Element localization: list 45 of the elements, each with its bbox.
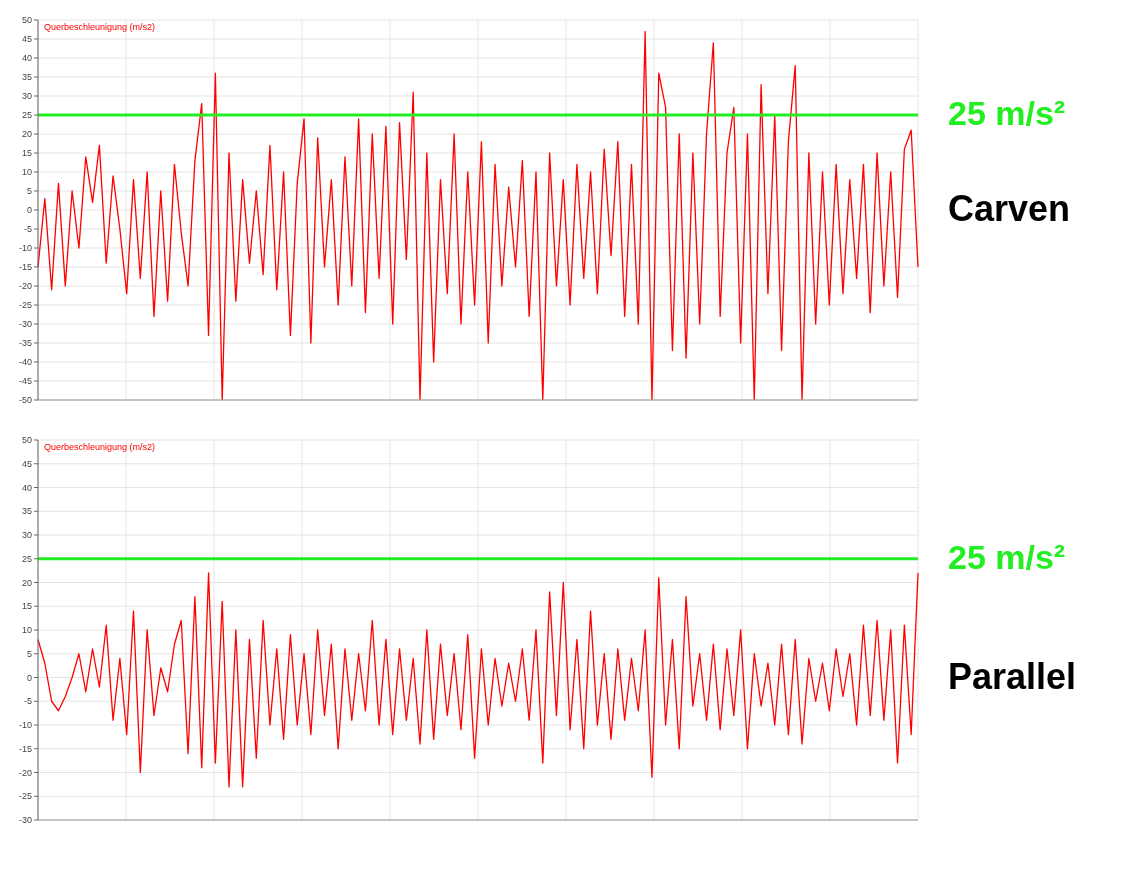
y-tick-label: 20	[21, 129, 32, 140]
y-tick-label: 50	[21, 435, 32, 446]
line-series	[37, 572, 919, 788]
y-tick-label: 5	[26, 648, 32, 659]
y-tick-label: -30	[18, 815, 32, 826]
ref-line-label: 25 m/s²	[948, 94, 1066, 132]
y-tick-label: -40	[18, 357, 32, 368]
y-tick-label: 20	[21, 577, 32, 588]
y-tick-label: -25	[18, 300, 32, 311]
y-axis-title: Querbeschleunigung (m/s2)	[44, 22, 156, 32]
y-tick-label: 0	[26, 672, 32, 683]
y-tick-label: -20	[18, 767, 32, 778]
y-tick-label: 40	[21, 53, 32, 64]
y-tick-label: 0	[26, 205, 32, 216]
y-tick-label: -45	[18, 376, 32, 387]
y-axis-title: Querbeschleunigung (m/s2)	[44, 442, 156, 452]
y-tick-label: 40	[21, 482, 32, 493]
y-tick-label: 30	[21, 91, 32, 102]
y-tick-label: 15	[21, 148, 32, 159]
y-tick-label: 35	[21, 72, 32, 83]
y-tick-label: 30	[21, 530, 32, 541]
y-tick-label: 10	[21, 167, 32, 178]
y-tick-label: 50	[21, 15, 32, 26]
y-tick-label: 45	[21, 458, 32, 469]
y-tick-label: -15	[18, 262, 32, 273]
y-tick-label: -30	[18, 319, 32, 330]
y-tick-label: 45	[21, 34, 32, 45]
y-tick-label: 5	[26, 186, 32, 197]
y-tick-label: -25	[18, 791, 32, 802]
y-tick-label: -10	[18, 243, 32, 254]
y-tick-label: 15	[21, 601, 32, 612]
text: Carven	[948, 188, 1071, 230]
y-tick-label: -15	[18, 743, 32, 754]
y-tick-label: 25	[21, 110, 32, 121]
ref-line-label: 25 m/s²	[948, 537, 1066, 576]
y-tick-label: -50	[18, 395, 32, 406]
y-tick-label: -5	[23, 224, 32, 235]
y-tick-label: 25	[21, 553, 32, 564]
y-tick-label: -5	[23, 696, 32, 707]
y-tick-label: -10	[18, 720, 32, 731]
y-tick-label: -20	[18, 281, 32, 292]
y-tick-label: -35	[18, 338, 32, 349]
text: Parallel	[948, 655, 1077, 698]
y-tick-label: 10	[21, 625, 32, 636]
y-tick-label: 35	[21, 506, 32, 517]
